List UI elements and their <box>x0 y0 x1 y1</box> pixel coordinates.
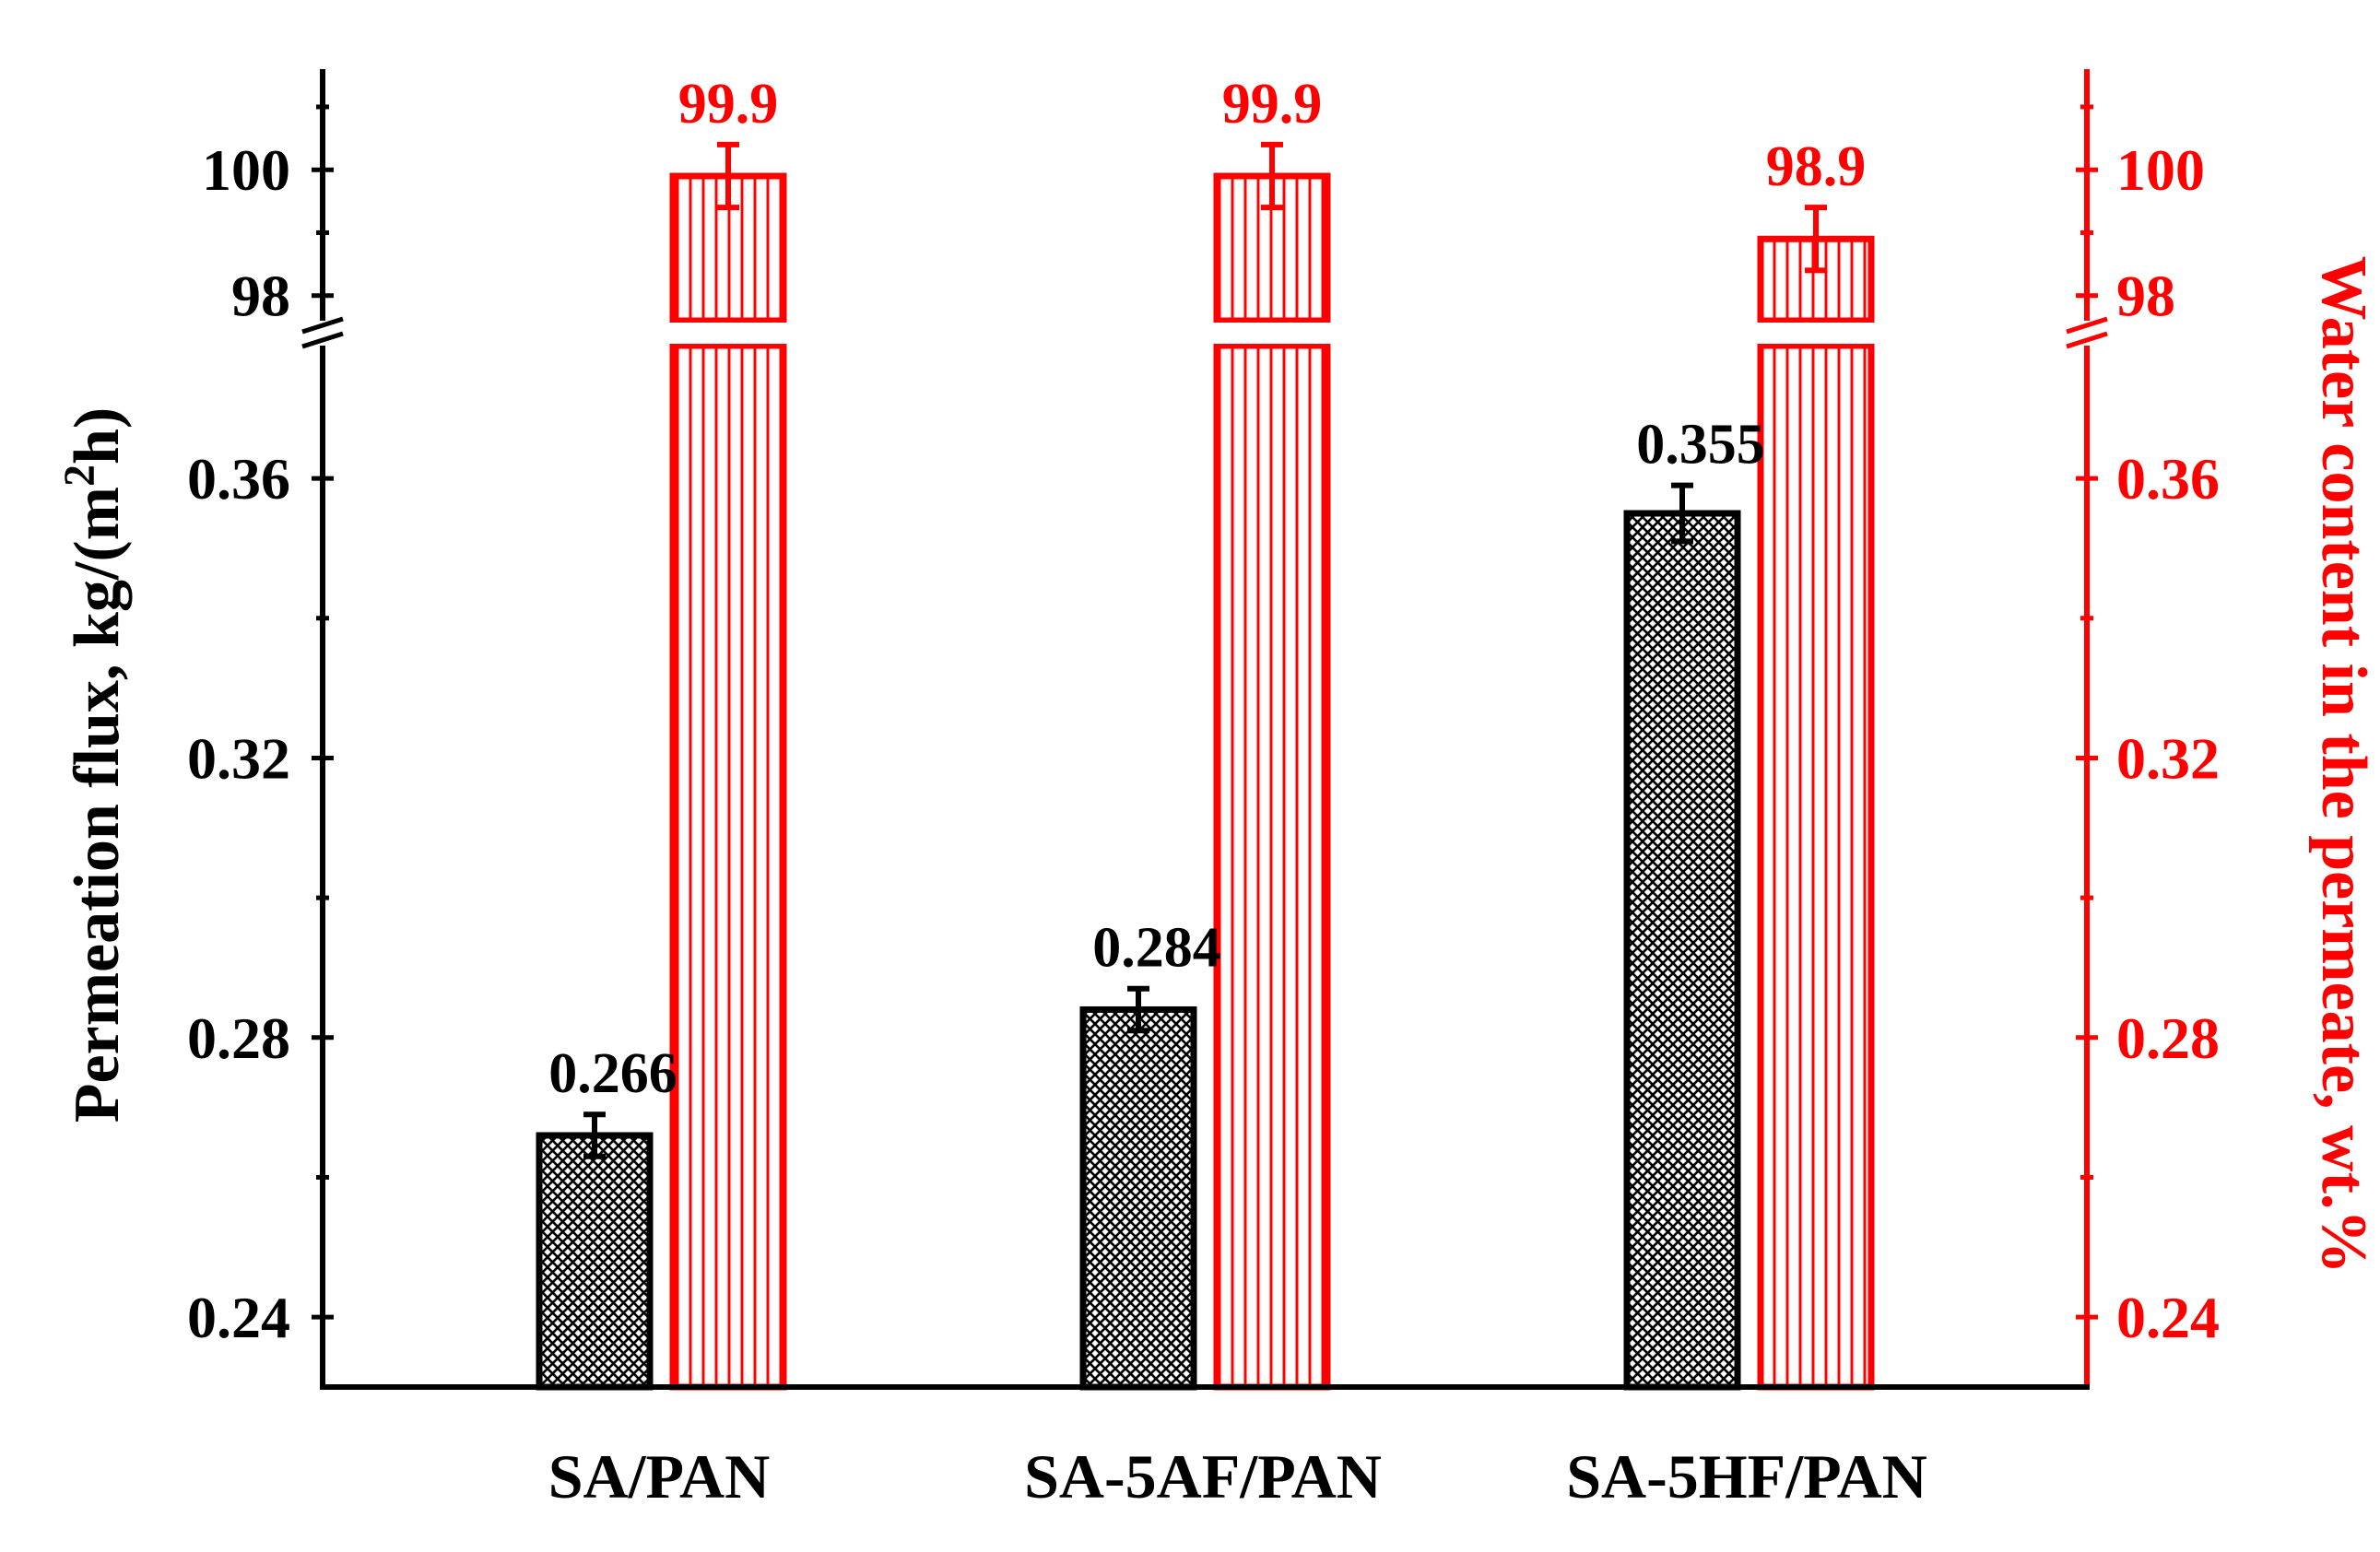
left-tick-label: 100 <box>202 137 290 203</box>
data-label: 0.355 <box>1636 414 1765 476</box>
bar-right-series-lower <box>1213 342 1331 1391</box>
axis-break-mark <box>2066 331 2108 349</box>
right-tick-label: 0.24 <box>2116 1285 2220 1350</box>
bar-right-series-lower <box>669 342 787 1391</box>
left-tick-label: 0.36 <box>187 446 290 511</box>
x-tick-label: SA-5HF/PAN <box>1566 1441 1927 1511</box>
x-tick-label: SA/PAN <box>548 1441 771 1511</box>
bar-right-series-lower <box>1757 342 1875 1391</box>
left-tick-label: 0.28 <box>187 1005 290 1071</box>
data-label: 0.266 <box>548 1042 677 1105</box>
right-tick-label: 0.28 <box>2116 1005 2220 1071</box>
bar-left-series <box>1079 1005 1197 1391</box>
data-label: 99.9 <box>678 73 779 135</box>
left-tick-label: 98 <box>231 264 290 329</box>
right-tick-label: 0.32 <box>2116 725 2220 791</box>
data-label: 99.9 <box>1222 73 1323 135</box>
axis-break-mark <box>301 316 344 335</box>
bar-left-series <box>536 1132 654 1391</box>
left-tick-label: 0.24 <box>187 1285 290 1350</box>
left-axis-label: Permeation flux, kg/(m2h) <box>55 407 133 1123</box>
right-tick-label: 98 <box>2116 264 2175 329</box>
data-label: 98.9 <box>1766 135 1867 198</box>
bar-left-series <box>1623 510 1741 1391</box>
x-tick-label: SA-5AF/PAN <box>1024 1441 1382 1511</box>
right-tick-label: 0.36 <box>2116 446 2220 511</box>
left-tick-label: 0.32 <box>187 725 290 791</box>
bar-break-gap <box>667 323 789 344</box>
data-label: 0.284 <box>1092 917 1221 980</box>
bar-break-gap <box>1755 323 1877 344</box>
right-axis-label: Water content in the permeate, wt.% <box>2308 256 2379 1275</box>
axis-break-mark <box>301 331 344 349</box>
right-tick-label: 100 <box>2116 137 2205 203</box>
bar-break-gap <box>1211 323 1333 344</box>
axis-break-mark <box>2066 316 2108 335</box>
